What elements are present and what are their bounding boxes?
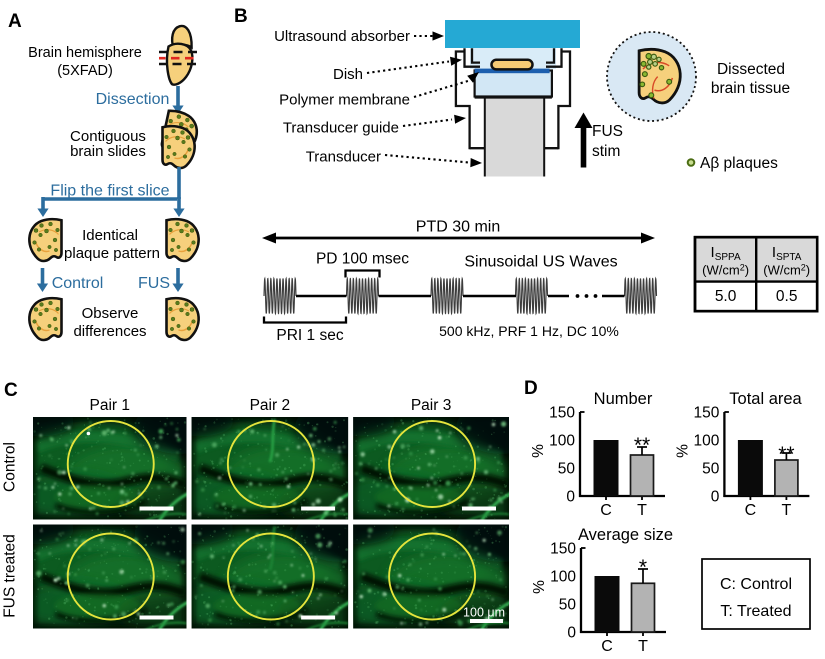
svg-text:500 kHz, PRF 1 Hz, DC 10%: 500 kHz, PRF 1 Hz, DC 10% [439,323,619,339]
svg-text:FUS: FUS [592,123,623,140]
svg-text:T: T [637,502,647,519]
svg-text:Transducer: Transducer [306,149,381,166]
svg-text:0.5: 0.5 [776,288,798,305]
svg-text:5.0: 5.0 [715,288,737,305]
svg-text:Flip the first slice: Flip the first slice [50,183,169,200]
svg-text:150: 150 [550,541,576,558]
svg-text:A: A [8,11,22,32]
svg-text:Transducer guide: Transducer guide [283,120,399,137]
svg-text:differences: differences [73,323,146,340]
svg-text:Control: Control [2,442,19,492]
svg-text:T: T [782,502,792,519]
svg-text:Identical: Identical [82,227,138,244]
svg-text:Brain hemisphere: Brain hemisphere [28,45,142,61]
svg-text:Pair 1: Pair 1 [90,397,131,414]
svg-text:Dish: Dish [333,66,363,83]
svg-text:brain slides: brain slides [70,143,146,160]
svg-text:Pair 3: Pair 3 [411,397,452,414]
svg-text:PTD 30 min: PTD 30 min [416,219,500,236]
svg-text:100: 100 [550,569,576,586]
svg-text:50: 50 [558,461,576,478]
svg-text:C: C [745,502,757,519]
svg-text:(5XFAD): (5XFAD) [57,63,113,79]
svg-text:Control: Control [52,275,104,292]
svg-text:Contiguous: Contiguous [70,128,146,145]
svg-text:Observe: Observe [82,305,139,322]
svg-text:plaque pattern: plaque pattern [64,245,160,262]
svg-text:Ultrasound absorber: Ultrasound absorber [274,28,410,45]
svg-text:50: 50 [702,461,720,478]
svg-text:Aβ plaques: Aβ plaques [700,155,778,172]
svg-text:%: % [530,444,547,458]
svg-text:T: T [638,638,648,655]
svg-text:100 μm: 100 μm [463,606,505,620]
svg-text:Total area: Total area [729,390,802,408]
svg-text:100: 100 [694,433,720,450]
svg-text:FUS treated: FUS treated [2,534,19,618]
svg-text:Dissection: Dissection [96,91,170,108]
svg-text:*: * [639,556,647,579]
svg-text:B: B [234,6,248,27]
svg-text:PD 100 msec: PD 100 msec [316,251,409,268]
svg-text:Average size: Average size [578,526,673,544]
svg-text:Number: Number [594,390,653,408]
svg-text:150: 150 [549,405,575,422]
svg-text:D: D [524,378,538,399]
svg-text:Pair 2: Pair 2 [250,397,291,414]
svg-text:Sinusoidal US Waves: Sinusoidal US Waves [464,254,617,271]
svg-text:100: 100 [549,433,575,450]
svg-text:Polymer membrane: Polymer membrane [279,92,410,109]
svg-text:C: Control: C: Control [720,576,792,593]
svg-text:0: 0 [711,489,720,506]
svg-text:0: 0 [566,489,575,506]
svg-text:(W/cm2): (W/cm2) [702,263,749,278]
svg-text:stim: stim [592,143,620,160]
svg-text:50: 50 [559,597,577,614]
svg-text:150: 150 [694,405,720,422]
svg-text:T: Treated: T: Treated [720,603,791,620]
svg-text:**: ** [778,443,794,466]
svg-text:PRI 1 sec: PRI 1 sec [276,327,343,344]
svg-text:%: % [531,580,548,594]
svg-text:C: C [600,502,612,519]
svg-text:%: % [674,444,691,458]
svg-text:Dissected: Dissected [717,61,785,78]
svg-text:**: ** [634,434,650,457]
svg-text:FUS: FUS [138,275,170,292]
svg-text:0: 0 [567,625,576,642]
svg-text:(W/cm2): (W/cm2) [763,263,810,278]
svg-text:C: C [601,638,613,655]
svg-text:C: C [4,380,18,401]
svg-text:brain tissue: brain tissue [711,80,790,97]
